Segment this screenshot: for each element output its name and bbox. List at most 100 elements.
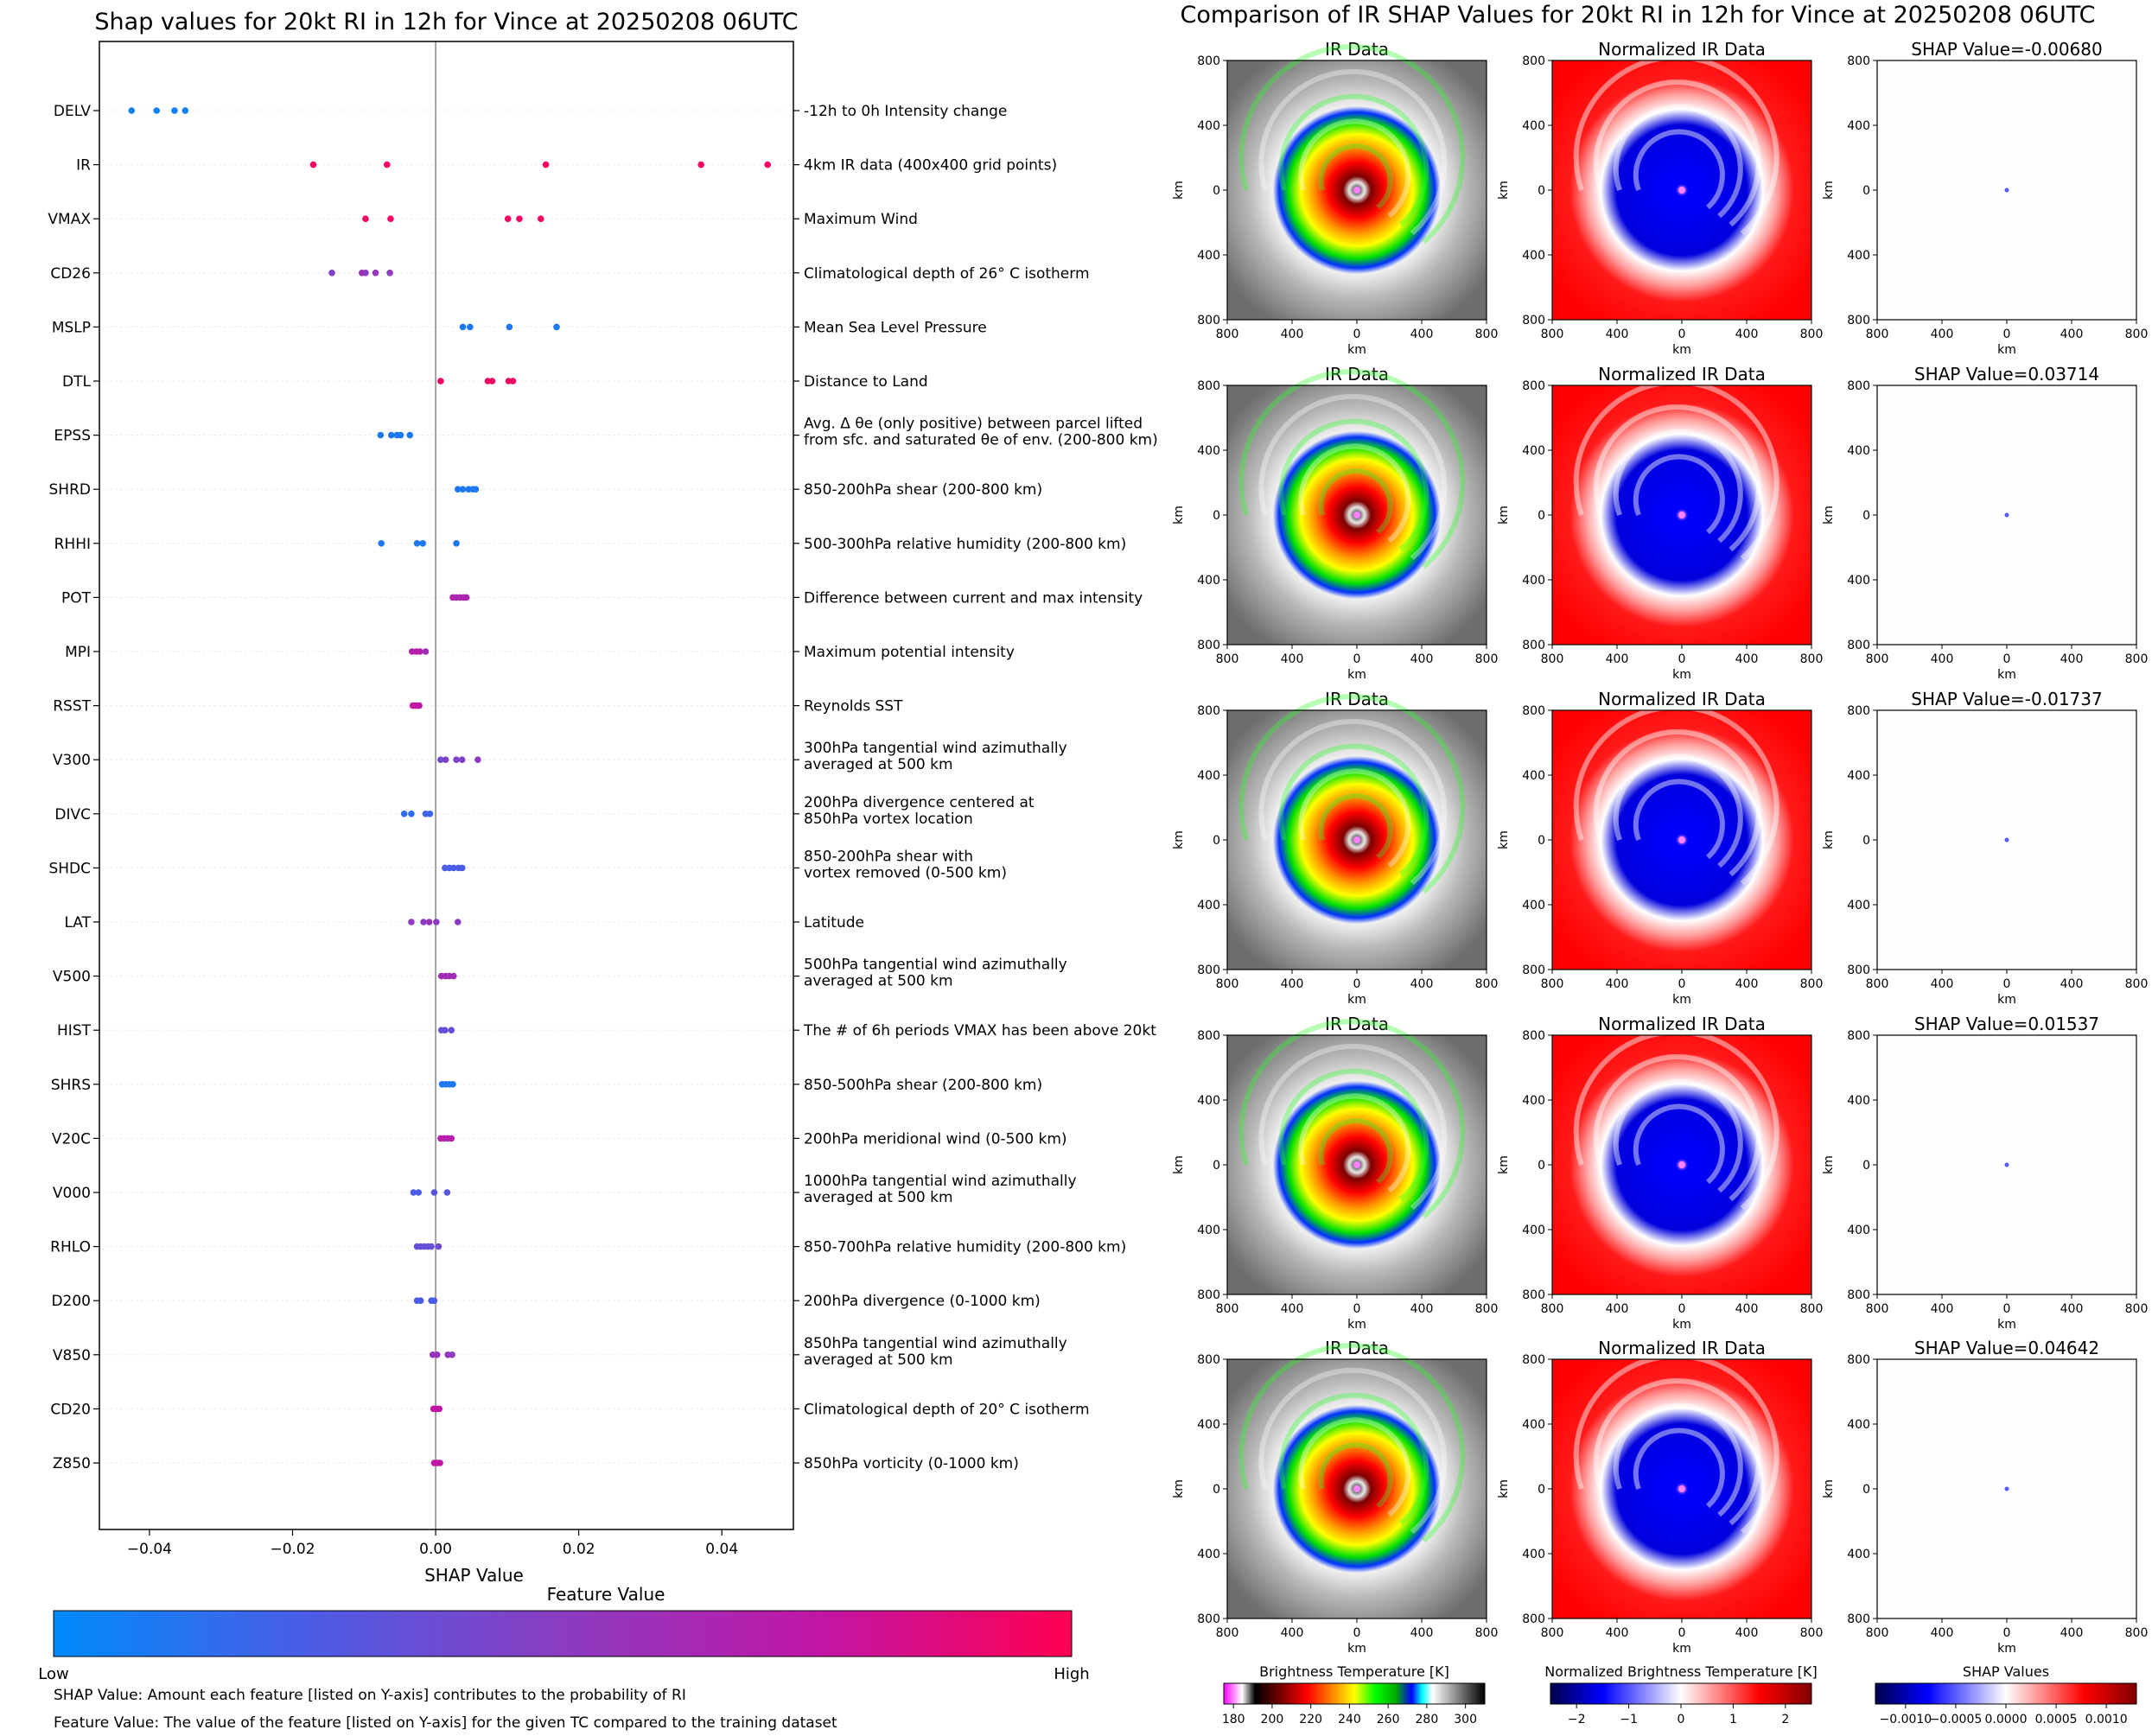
spiral-band	[1318, 468, 1393, 535]
y-tick-label: 800	[1522, 1612, 1545, 1626]
feature-desc: Distance to Land	[804, 373, 928, 391]
colorbar-low-label: Low	[38, 1665, 68, 1683]
shap-point	[417, 648, 423, 655]
y-tick-label: 400	[1197, 444, 1220, 458]
feature-label-cd26: CD26	[50, 265, 91, 283]
feature-desc-line2: from sfc. and saturated θe of env. (200-…	[804, 432, 1158, 449]
feature-desc: Maximum Wind	[804, 211, 918, 228]
shap-point	[436, 1459, 443, 1466]
y-tick-label: 400	[1522, 899, 1545, 913]
feature-label-mpi: MPI	[65, 644, 91, 661]
x-tick-label: 400	[1606, 1626, 1629, 1640]
x-tick-label: 400	[1606, 1302, 1629, 1316]
center-marker	[1678, 836, 1685, 843]
spiral-band	[1298, 443, 1411, 544]
center-marker	[1678, 1161, 1685, 1168]
feature-desc-line2: vortex removed (0-500 km)	[804, 864, 1007, 881]
y-tick-label: 0	[1538, 834, 1545, 848]
spiral-band	[1258, 718, 1448, 886]
feature-label-epss: EPSS	[54, 428, 91, 445]
x-tick-label: 0	[1678, 1626, 1686, 1640]
feature-label-shdc: SHDC	[48, 860, 91, 877]
shap-value-note: SHAP Value: Amount each feature [listed …	[54, 1687, 686, 1704]
y-tick-label: 0	[1862, 1483, 1870, 1497]
x-tick-label: 800	[2125, 1626, 2149, 1640]
feature-desc-line2: averaged at 500 km	[804, 973, 953, 990]
spiral-band	[1613, 429, 1743, 544]
y-tick-label: 800	[1197, 963, 1220, 977]
y-tick-label: 800	[1197, 1353, 1220, 1367]
spiral-band	[1318, 1442, 1393, 1509]
feature-desc: 850-500hPa shear (200-800 km)	[804, 1077, 1042, 1094]
shap-point	[449, 1351, 455, 1358]
y-axis-label: km	[1822, 1155, 1836, 1174]
colorbar-tick-label: −1	[1620, 1713, 1638, 1726]
y-axis-label: km	[1172, 181, 1186, 200]
panel-title: Normalized IR Data	[1598, 689, 1766, 709]
shap-point	[386, 270, 393, 277]
y-tick-label: 800	[1522, 639, 1545, 652]
shap-point	[410, 1189, 417, 1196]
shap-point	[443, 1189, 451, 1196]
feature-desc: Maximum potential intensity	[804, 644, 1015, 661]
shap-point	[537, 215, 544, 222]
y-tick-label: 800	[1522, 1288, 1545, 1302]
spiral-band	[1258, 1367, 1448, 1535]
feature-label-delv: DELV	[54, 103, 91, 120]
feature-label-v300: V300	[53, 752, 91, 769]
x-tick-label: 800	[1475, 1302, 1499, 1316]
feature-desc: 850-200hPa shear (200-800 km)	[804, 481, 1042, 499]
feature-desc-line2: averaged at 500 km	[804, 756, 953, 773]
shap-point	[428, 1243, 435, 1250]
x-axis-label: km	[1997, 1318, 2016, 1332]
colorbar-tick-label: 260	[1377, 1713, 1400, 1726]
x-axis-label: km	[1672, 1318, 1691, 1332]
y-tick-label: 800	[1847, 1288, 1870, 1302]
y-tick-label: 400	[1197, 899, 1220, 913]
feature-label-vmax: VMAX	[48, 211, 91, 228]
shap-center-point	[2004, 188, 2009, 193]
panel-title: IR Data	[1325, 39, 1389, 60]
feature-desc-line1: 200hPa divergence centered at	[804, 794, 1035, 811]
spiral-band	[1278, 93, 1429, 227]
shap-point	[417, 1297, 424, 1304]
shap-panel-title: SHAP Value=0.03714	[1914, 364, 2099, 385]
feature-desc: 4km IR data (400x400 grid points)	[804, 157, 1057, 175]
shap-point	[764, 161, 771, 169]
y-tick-label: 400	[1197, 769, 1220, 783]
x-tick-label: 800	[1475, 327, 1499, 341]
x-axis-label: km	[1347, 993, 1366, 1007]
y-tick-label: 400	[1522, 444, 1545, 458]
x-axis-label: km	[1997, 668, 2016, 682]
spiral-band	[1318, 1118, 1393, 1185]
y-tick-label: 400	[1847, 1418, 1870, 1432]
colorbar-title: Brightness Temperature [K]	[1259, 1663, 1449, 1680]
feature-desc-line1: 850hPa tangential wind azimuthally	[804, 1335, 1067, 1352]
feature-label-cd20: CD20	[50, 1401, 91, 1418]
x-tick-label: 0	[2003, 977, 2011, 991]
x-tick-label: −0.04	[127, 1541, 172, 1558]
colorbar-tick-label: 0.0000	[1985, 1713, 2028, 1726]
panel-title: IR Data	[1325, 1014, 1389, 1034]
x-axis-label: SHAP Value	[424, 1565, 524, 1586]
feature-label-mslp: MSLP	[52, 319, 91, 336]
shap-point	[433, 919, 440, 925]
panel-title: Normalized IR Data	[1598, 39, 1766, 60]
shap-panel-title: SHAP Value=-0.00680	[1911, 39, 2102, 60]
x-tick-label: 800	[1541, 327, 1564, 341]
y-tick-label: 0	[1213, 509, 1220, 523]
feature-desc: Reynolds SST	[804, 698, 903, 715]
shap-point	[387, 215, 394, 222]
shap-point	[377, 431, 385, 439]
y-tick-label: 800	[1522, 963, 1545, 977]
shap-point	[419, 540, 426, 547]
shap-point	[383, 161, 391, 169]
shap-point	[426, 811, 434, 817]
y-tick-label: 400	[1197, 249, 1220, 263]
x-tick-label: 400	[1281, 327, 1304, 341]
y-axis-label: km	[1497, 1155, 1511, 1174]
shap-point	[171, 107, 178, 114]
x-tick-label: 400	[2060, 1302, 2084, 1316]
shap-point	[408, 811, 415, 817]
x-tick-label: 400	[1931, 1302, 1954, 1316]
